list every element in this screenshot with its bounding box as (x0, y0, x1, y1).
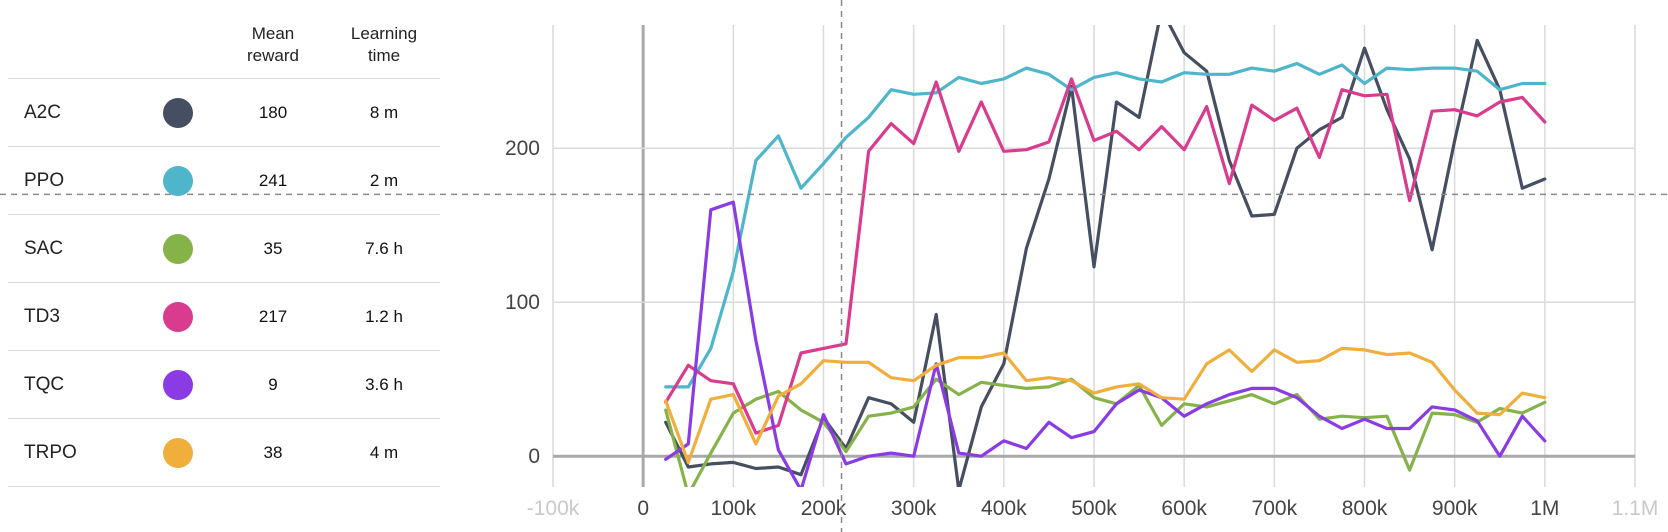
x-tick-label: 900k (1432, 497, 1478, 520)
x-tick-label: 1M (1530, 497, 1559, 520)
learning-time-value: 8 m (369, 102, 399, 122)
x-tick-label: 0 (637, 497, 649, 520)
table-row: SAC 35 7.6 h (8, 215, 440, 283)
y-tick-label: 200 (505, 137, 540, 160)
series-line-sac (664, 377, 1547, 487)
algorithm-name: TQC (24, 373, 65, 395)
mean-reward-value: 180 (258, 102, 288, 122)
x-tick-label: 700k (1252, 497, 1298, 520)
learning-time-value: 1.2 h (365, 306, 403, 326)
series-color-dot[interactable] (163, 97, 193, 128)
x-tick-label: 600k (1161, 497, 1207, 520)
y-tick-label: 100 (505, 291, 540, 314)
mean-reward-value: 35 (263, 238, 283, 258)
x-tick-label: 800k (1342, 497, 1388, 520)
algorithm-name: A2C (24, 101, 61, 123)
results-table: Mean reward Learning time A2C 180 8 m PPO 24… (8, 12, 440, 487)
x-tick-label: -100k (527, 497, 580, 520)
series-line-ppo (664, 61, 1547, 389)
series-color-dot[interactable] (163, 369, 193, 400)
series-color-dot[interactable] (163, 301, 193, 332)
table-row: PPO 241 2 m (8, 147, 440, 215)
mean-reward-header: Mean reward (247, 24, 299, 65)
table-header: Mean reward Learning time (8, 12, 440, 79)
series-line-trpo (664, 346, 1547, 464)
color-swatch-cell (138, 369, 218, 400)
series-line-tqc (664, 200, 1547, 487)
series-color-dot[interactable] (163, 233, 193, 264)
algorithm-name: SAC (24, 237, 64, 259)
mean-reward-value: 217 (258, 306, 288, 326)
learning-time-value: 7.6 h (365, 238, 403, 258)
learning-time-value: 3.6 h (365, 374, 403, 394)
x-tick-label: 200k (801, 497, 847, 520)
table-row: A2C 180 8 m (8, 79, 440, 147)
x-tick-label: 500k (1071, 497, 1117, 520)
learning-time-value: 2 m (369, 170, 399, 190)
series-line-a2c (664, 25, 1547, 487)
color-swatch-cell (138, 301, 218, 332)
algorithm-name: TRPO (24, 441, 77, 463)
mean-reward-value: 9 (268, 374, 278, 394)
learning-time-value: 4 m (369, 442, 399, 462)
color-swatch-cell (138, 165, 218, 196)
series-color-dot[interactable] (163, 165, 193, 196)
mean-reward-value: 241 (258, 170, 288, 190)
color-swatch-cell (138, 97, 218, 128)
x-tick-label: 100k (711, 497, 757, 520)
series-color-dot[interactable] (163, 437, 193, 468)
y-tick-label: 0 (528, 445, 540, 468)
series-line-td3 (664, 77, 1547, 435)
table-row: TRPO 38 4 m (8, 419, 440, 487)
color-swatch-cell (138, 437, 218, 468)
mean-reward-value: 38 (263, 442, 283, 462)
learning-time-header: Learning time (350, 24, 418, 65)
color-swatch-cell (138, 233, 218, 264)
x-tick-label: 300k (891, 497, 937, 520)
algorithm-name: TD3 (24, 305, 60, 327)
table-row: TD3 217 1.2 h (8, 283, 440, 351)
x-tick-label: 400k (981, 497, 1027, 520)
x-tick-label: 1.1M (1612, 497, 1659, 520)
table-row: TQC 9 3.6 h (8, 351, 440, 419)
algorithm-name: PPO (24, 169, 65, 191)
